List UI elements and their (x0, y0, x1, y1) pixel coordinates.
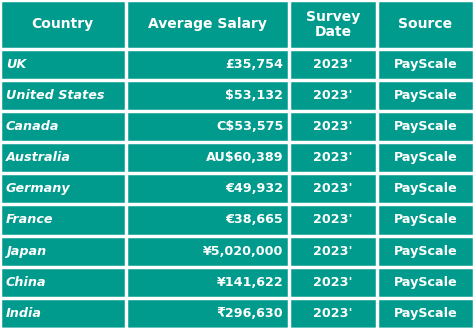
Text: China: China (6, 276, 46, 289)
Bar (0, 0, 474, 49)
Text: Source: Source (398, 17, 453, 31)
Text: 2023': 2023' (313, 276, 353, 289)
Text: United States: United States (6, 89, 104, 102)
Text: 2023': 2023' (313, 307, 353, 320)
Text: €38,665: €38,665 (226, 214, 283, 226)
Text: 2023': 2023' (313, 182, 353, 195)
Bar (0, 49, 474, 80)
Text: PayScale: PayScale (393, 120, 457, 133)
Text: PayScale: PayScale (393, 89, 457, 102)
Text: 2023': 2023' (313, 245, 353, 258)
Text: PayScale: PayScale (393, 307, 457, 320)
Text: C$53,575: C$53,575 (216, 120, 283, 133)
Text: Country: Country (32, 17, 94, 31)
Bar (0, 80, 474, 111)
Bar (0, 236, 474, 267)
Text: India: India (6, 307, 42, 320)
Text: €49,932: €49,932 (225, 182, 283, 195)
Bar (0, 111, 474, 142)
Text: France: France (6, 214, 53, 226)
Text: AU$60,389: AU$60,389 (206, 151, 283, 164)
Text: 2023': 2023' (313, 89, 353, 102)
Text: PayScale: PayScale (393, 245, 457, 258)
Text: PayScale: PayScale (393, 214, 457, 226)
Bar (0, 204, 474, 236)
Text: ₹296,630: ₹296,630 (217, 307, 283, 320)
Text: Canada: Canada (6, 120, 59, 133)
Text: £35,754: £35,754 (226, 58, 283, 71)
Text: Average Salary: Average Salary (148, 17, 267, 31)
Bar (0, 142, 474, 173)
Text: PayScale: PayScale (393, 58, 457, 71)
Text: 2023': 2023' (313, 214, 353, 226)
Text: ¥5,020,000: ¥5,020,000 (203, 245, 283, 258)
Text: Germany: Germany (6, 182, 70, 195)
Text: 2023': 2023' (313, 151, 353, 164)
Text: 2023': 2023' (313, 58, 353, 71)
Text: 2023': 2023' (313, 120, 353, 133)
Text: Survey
Date: Survey Date (306, 10, 360, 39)
Bar (0, 267, 474, 298)
Text: Australia: Australia (6, 151, 71, 164)
Bar (0, 173, 474, 204)
Text: PayScale: PayScale (393, 276, 457, 289)
Text: Japan: Japan (6, 245, 46, 258)
Text: ¥141,622: ¥141,622 (217, 276, 283, 289)
Text: PayScale: PayScale (393, 182, 457, 195)
Text: $53,132: $53,132 (226, 89, 283, 102)
Text: UK: UK (6, 58, 26, 71)
Bar (0, 298, 474, 329)
Text: PayScale: PayScale (393, 151, 457, 164)
